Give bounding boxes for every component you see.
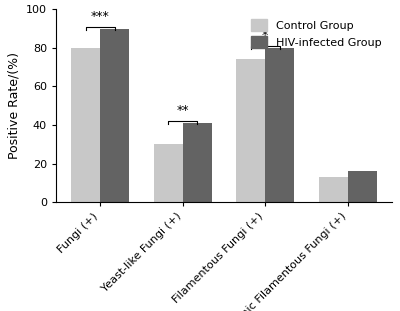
Bar	[100, 29, 129, 202]
Bar	[348, 171, 377, 202]
Text: ***: ***	[91, 10, 110, 23]
Text: **: **	[176, 104, 189, 117]
Bar	[236, 59, 265, 202]
Text: *: *	[262, 29, 268, 42]
Bar	[183, 123, 212, 202]
Y-axis label: Positive Rate/(%): Positive Rate/(%)	[8, 52, 20, 159]
Legend: Control Group, HIV-infected Group: Control Group, HIV-infected Group	[246, 15, 386, 52]
Bar	[265, 48, 294, 202]
Bar	[71, 48, 100, 202]
Bar	[319, 177, 348, 202]
Bar	[154, 144, 183, 202]
